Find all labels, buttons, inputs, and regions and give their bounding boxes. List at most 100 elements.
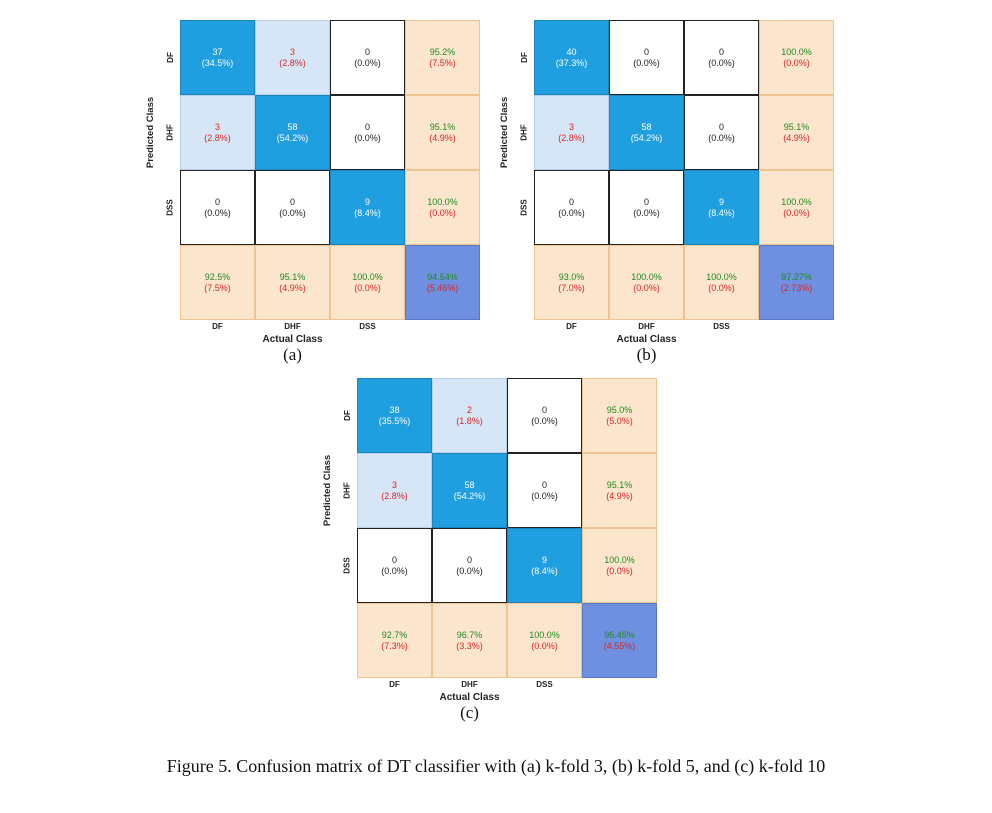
column-label: DSS — [536, 680, 553, 689]
row-label-text: DSS — [519, 199, 529, 216]
cell-count: 0 — [466, 554, 472, 565]
column-label: DSS — [359, 322, 376, 331]
row-label: DHF — [164, 95, 176, 170]
summary-correct: 92.5% — [204, 271, 231, 282]
summary-error: (7.5%) — [429, 57, 456, 68]
y-axis-label-text: Predicted Class — [322, 454, 334, 527]
cell-percent: (0.0%) — [354, 57, 381, 68]
confusion-matrix-c: Predicted Class DF DHF DSS 38 (35.5%) 2 (1.8%) 0… — [323, 378, 657, 738]
summary-correct: 95.1% — [783, 121, 810, 132]
matrix-cell: 37 (34.5%) — [180, 20, 255, 95]
matrix-cell: 58 (54.2%) — [432, 453, 507, 528]
summary-error: (7.3%) — [381, 640, 408, 651]
cell-count: 0 — [718, 46, 724, 57]
matrix-cell: 0 (0.0%) — [609, 20, 684, 95]
cell-percent: (0.0%) — [708, 132, 735, 143]
cell-percent: (1.8%) — [456, 415, 483, 426]
summary-error: (0.0%) — [783, 57, 810, 68]
summary-correct: 95.1% — [279, 271, 306, 282]
cell-count: 2 — [466, 404, 472, 415]
cell-percent: (0.0%) — [531, 490, 558, 501]
row-summary-cell: 95.1% (4.9%) — [759, 95, 834, 170]
row-summary-cell: 95.2% (7.5%) — [405, 20, 480, 95]
summary-error: (0.0%) — [531, 640, 558, 651]
row-summary-cell: 100.0% (0.0%) — [759, 20, 834, 95]
subfigure-label: (b) — [636, 345, 657, 364]
column-label: DHF — [461, 680, 478, 689]
summary-error: (4.9%) — [606, 490, 633, 501]
x-axis-label: Actual Class — [616, 334, 677, 345]
cell-percent: (0.0%) — [558, 207, 585, 218]
matrix-cell: 58 (54.2%) — [609, 95, 684, 170]
cell-count: 3 — [568, 121, 574, 132]
matrix-cell: 0 (0.0%) — [684, 95, 759, 170]
summary-error: (5.0%) — [606, 415, 633, 426]
column-label: DHF — [284, 322, 301, 331]
confusion-matrix-a: Predicted Class DF DHF DSS 37 (34.5%) 3 (2.8%) 0… — [146, 20, 480, 380]
column-summary-cell: 96.7% (3.3%) — [432, 603, 507, 678]
row-label-text: DSS — [165, 199, 175, 216]
matrix-cell: 0 (0.0%) — [507, 453, 582, 528]
matrix-cell: 0 (0.0%) — [609, 170, 684, 245]
cell-count: 0 — [643, 46, 649, 57]
matrix-cell: 2 (1.8%) — [432, 378, 507, 453]
row-summary-cell: 95.1% (4.9%) — [582, 453, 657, 528]
matrix-cell: 38 (35.5%) — [357, 378, 432, 453]
column-summary-cell: 92.7% (7.3%) — [357, 603, 432, 678]
x-axis-label: Actual Class — [262, 334, 323, 345]
matrix-cell: 58 (54.2%) — [255, 95, 330, 170]
row-summary-cell: 100.0% (0.0%) — [405, 170, 480, 245]
cell-count: 0 — [289, 196, 295, 207]
cell-count: 40 — [566, 46, 577, 57]
summary-correct: 100.0% — [529, 629, 560, 640]
cell-percent: (0.0%) — [633, 57, 660, 68]
matrix-cell: 3 (2.8%) — [180, 95, 255, 170]
overall-error: (4.55%) — [603, 640, 636, 651]
y-axis-label: Predicted Class — [144, 20, 158, 245]
cell-percent: (2.8%) — [279, 57, 306, 68]
summary-correct: 92.7% — [381, 629, 408, 640]
summary-error: (0.0%) — [633, 282, 660, 293]
column-label: DHF — [638, 322, 655, 331]
subfigure-label: (a) — [283, 345, 302, 364]
cell-count: 0 — [568, 196, 574, 207]
row-label-text: DHF — [342, 482, 352, 499]
y-axis-label: Predicted Class — [498, 20, 512, 245]
matrix-cell: 0 (0.0%) — [507, 378, 582, 453]
summary-correct: 100.0% — [631, 271, 662, 282]
matrix-cell: 40 (37.3%) — [534, 20, 609, 95]
column-summary-cell: 93.0% (7.0%) — [534, 245, 609, 320]
summary-correct: 100.0% — [781, 46, 812, 57]
matrix-cell: 9 (8.4%) — [330, 170, 405, 245]
overall-accuracy: 94.54% — [427, 271, 458, 282]
x-axis-label: Actual Class — [439, 692, 500, 703]
confusion-matrix-b: Predicted Class DF DHF DSS 40 (37.3%) 0 (0.0%) 0… — [500, 20, 834, 380]
cell-count: 0 — [214, 196, 220, 207]
cell-percent: (54.2%) — [453, 490, 486, 501]
cell-count: 3 — [391, 479, 397, 490]
cell-percent: (0.0%) — [633, 207, 660, 218]
cell-count: 58 — [287, 121, 298, 132]
column-summary-cell: 100.0% (0.0%) — [330, 245, 405, 320]
figure-caption: Figure 5. Confusion matrix of DT classif… — [166, 756, 826, 776]
column-summary-cell: 100.0% (0.0%) — [507, 603, 582, 678]
summary-correct: 93.0% — [558, 271, 585, 282]
row-summary-cell: 100.0% (0.0%) — [582, 528, 657, 603]
matrix-cell: 0 (0.0%) — [534, 170, 609, 245]
matrix-cell: 0 (0.0%) — [330, 20, 405, 95]
summary-correct: 100.0% — [604, 554, 635, 565]
cell-percent: (2.8%) — [204, 132, 231, 143]
y-axis-label-text: Predicted Class — [145, 96, 157, 169]
cell-percent: (0.0%) — [279, 207, 306, 218]
column-summary-cell: 100.0% (0.0%) — [609, 245, 684, 320]
cell-count: 9 — [541, 554, 547, 565]
cell-count: 9 — [364, 196, 370, 207]
overall-accuracy-cell: 95.45% (4.55%) — [582, 603, 657, 678]
y-axis-label: Predicted Class — [321, 378, 335, 603]
matrix-cell: 3 (2.8%) — [534, 95, 609, 170]
cell-percent: (37.3%) — [555, 57, 588, 68]
matrix-cell: 3 (2.8%) — [357, 453, 432, 528]
cell-percent: (8.4%) — [708, 207, 735, 218]
summary-correct: 100.0% — [427, 196, 458, 207]
cell-count: 0 — [541, 479, 547, 490]
